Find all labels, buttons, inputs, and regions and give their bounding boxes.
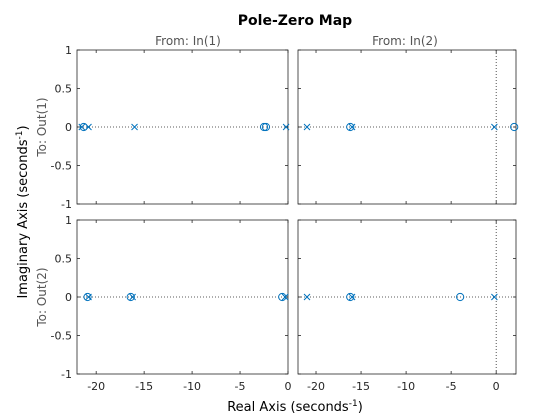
- row-label-2: To: Out(2): [35, 267, 49, 327]
- y-axis-label-sup: -1: [15, 131, 25, 140]
- zero-marker: [456, 292, 465, 302]
- pole-marker: [85, 123, 92, 131]
- y-tick-label: 1: [65, 44, 72, 57]
- subplot-r1-c2: [297, 49, 519, 205]
- x-axis-label-close: ): [358, 400, 363, 415]
- pole-marker: [129, 293, 136, 301]
- y-tick-label: 0: [65, 121, 72, 134]
- column-label-1: From: In(1): [155, 34, 221, 48]
- y-tick-label: -0.5: [51, 160, 72, 173]
- x-tick-label: -20: [307, 380, 325, 393]
- pole-marker: [281, 293, 289, 301]
- pole-marker: [131, 123, 138, 131]
- y-tick-label: 0.5: [55, 253, 73, 266]
- x-tick-label: -5: [446, 380, 457, 393]
- pole-marker: [348, 293, 356, 301]
- subplot-r2-c2: -20 -15 -10 -5 0: [297, 219, 517, 393]
- x-axis-label-sup: -1: [349, 399, 358, 409]
- zero-marker: [79, 122, 88, 132]
- zero-marker: [346, 292, 355, 302]
- x-tick-label: -15: [352, 380, 370, 393]
- pole-marker: [348, 123, 356, 131]
- zero-marker: [261, 122, 271, 132]
- row-label-1: To: Out(1): [35, 97, 49, 157]
- y-axis-label-close: ): [16, 125, 31, 130]
- x-tick-label: -5: [235, 380, 246, 393]
- pole-marker: [282, 123, 290, 131]
- y-axis-label: Imaginary Axis (seconds-1): [15, 125, 31, 298]
- chart-title: Pole-Zero Map: [238, 13, 352, 29]
- y-tick-label: 1: [65, 214, 72, 227]
- x-tick-label: -15: [135, 380, 153, 393]
- x-tick-label: -20: [87, 380, 105, 393]
- x-axis-label-main: Real Axis (seconds: [227, 400, 349, 415]
- y-tick-label: -0.5: [51, 330, 72, 343]
- zero-marker: [83, 292, 92, 302]
- y-axis-label-main: Imaginary Axis (seconds: [16, 139, 31, 298]
- y-tick-label: 0: [65, 291, 72, 304]
- pole-marker: [303, 123, 311, 131]
- zero-marker: [278, 292, 287, 302]
- pole-marker: [491, 293, 498, 301]
- pole-marker: [85, 293, 92, 301]
- x-tick-label: 0: [493, 380, 500, 393]
- x-axis-label: Real Axis (seconds-1): [227, 399, 363, 415]
- x-tick-label: 0: [285, 380, 292, 393]
- x-tick-label: -10: [183, 380, 201, 393]
- pole-marker: [491, 123, 498, 131]
- pole-marker: [303, 293, 311, 301]
- zero-marker: [346, 122, 355, 132]
- subplot-r1-c1: 1 0.5 0 -0.5 -1: [51, 44, 290, 211]
- column-label-2: From: In(2): [372, 34, 438, 48]
- zero-marker: [126, 292, 135, 302]
- x-tick-label: -10: [397, 380, 415, 393]
- y-tick-label: -1: [61, 368, 72, 381]
- y-tick-label: -1: [61, 198, 72, 211]
- subplot-r2-c1: 1 0.5 0 -0.5 -1 -20 -15 -10 -5 0: [51, 214, 292, 393]
- pole-marker: [78, 123, 86, 131]
- subplot-grid: 1 0.5 0 -0.5 -1 1 0.5 0 -0.5 -1 -20 -15 -10 -5 0 -20 -15…: [51, 44, 519, 393]
- zero-marker: [510, 122, 519, 132]
- y-tick-label: 0.5: [55, 83, 73, 96]
